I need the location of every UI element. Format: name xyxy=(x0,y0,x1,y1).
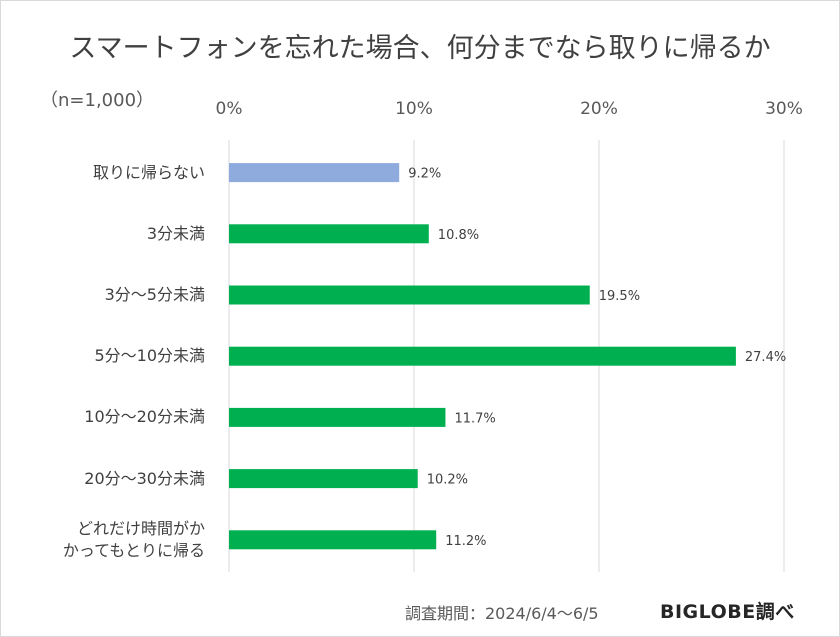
category-label-line: 3分未満 xyxy=(146,223,205,243)
data-label: 11.2% xyxy=(445,534,486,549)
category-label-line: 3分～5分未満 xyxy=(104,285,205,304)
category-label: 20分～30分未満 xyxy=(84,468,205,490)
category-label: 3分未満 xyxy=(147,223,205,245)
bar xyxy=(229,407,446,427)
category-label: どれだけ時間がか かってもとりに帰る xyxy=(63,518,205,562)
category-label-line: 取りに帰らない xyxy=(92,162,205,182)
chart-title: スマートフォンを忘れた場合、何分までなら取りに帰るか xyxy=(69,33,771,64)
x-tick-label: 0% xyxy=(215,99,243,119)
source-brand: BIGLOBE調べ xyxy=(660,601,795,623)
category-label: 5分～10分未満 xyxy=(94,345,205,367)
x-tick-label: 10% xyxy=(395,99,433,119)
bar xyxy=(229,530,437,550)
category-label-line: 5分～10分未満 xyxy=(94,346,205,366)
data-label: 27.4% xyxy=(745,350,786,365)
bar xyxy=(229,163,400,183)
category-label-line: 10分～20分未満 xyxy=(84,407,205,427)
bar xyxy=(229,346,736,366)
data-label: 9.2% xyxy=(408,167,441,182)
category-label: 取りに帰らない xyxy=(93,162,205,184)
bar xyxy=(229,469,418,489)
data-label: 11.7% xyxy=(454,411,495,426)
category-label: 10分～20分未満 xyxy=(84,406,205,428)
category-label: 3分～5分未満 xyxy=(105,284,205,306)
bar xyxy=(229,285,590,305)
category-label-line: 20分～30分未満 xyxy=(84,468,205,488)
data-label: 10.8% xyxy=(438,228,479,243)
data-label: 19.5% xyxy=(599,289,640,304)
survey-period: 調査期間：2024/6/4～6/5 xyxy=(405,604,599,623)
x-tick-label: 20% xyxy=(580,99,618,119)
x-tick-label: 30% xyxy=(765,99,803,119)
sample-size-label: （n=1,000） xyxy=(40,90,155,111)
category-label-line: どれだけ時間がか xyxy=(76,518,205,538)
category-label-line: かってもとりに帰る xyxy=(62,540,205,560)
data-label: 10.2% xyxy=(427,473,468,488)
bar xyxy=(229,224,429,244)
